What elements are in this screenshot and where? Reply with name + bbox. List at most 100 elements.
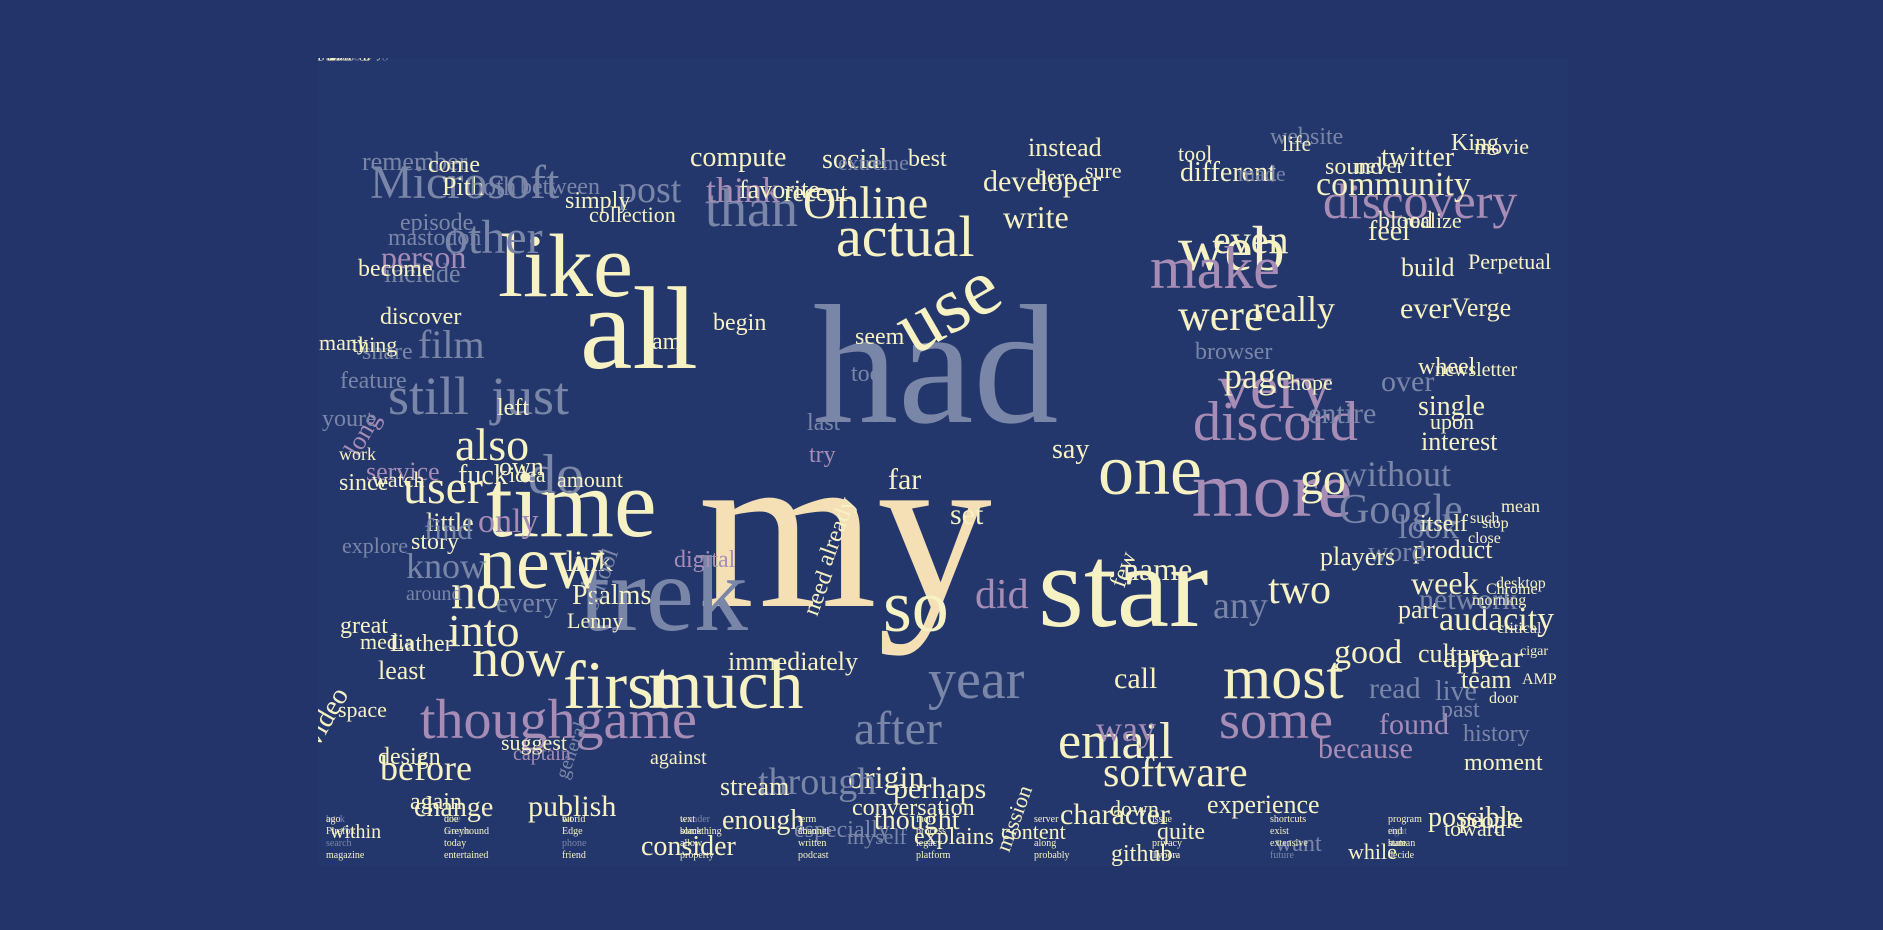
cloud-word: significant — [318, 58, 369, 61]
cloud-word: now — [472, 628, 565, 688]
cloud-word: theme — [318, 58, 347, 61]
cloud-word: bit — [562, 814, 573, 825]
cloud-word: perhaps — [893, 772, 986, 805]
cloud-word: critical — [1497, 620, 1542, 637]
cloud-word: no — [451, 563, 501, 619]
cloud-word: did — [975, 572, 1029, 618]
cloud-word: name — [1123, 551, 1192, 587]
cloud-word: legacy — [916, 838, 942, 849]
cloud-word: technology — [318, 58, 371, 61]
cloud-word: page — [1224, 356, 1292, 396]
cloud-word: imagine — [318, 58, 357, 61]
cloud-word: longer — [318, 58, 349, 61]
cloud-word: foundry — [318, 58, 356, 61]
cloud-word: engine — [318, 58, 350, 61]
cloud-word: Dilemma — [318, 58, 363, 61]
cloud-word: American — [318, 58, 365, 61]
cloud-word: Lenny — [567, 608, 623, 633]
cloud-word: access — [318, 58, 349, 61]
cloud-word: essay — [318, 58, 344, 61]
cloud-word: early — [318, 58, 342, 61]
cloud-word: do — [528, 444, 584, 506]
cloud-word: include — [384, 259, 461, 288]
cloud-word: too — [851, 361, 882, 387]
cloud-word: github — [1111, 841, 1172, 866]
cloud-word: moment — [1464, 750, 1543, 776]
cloud-word: take — [444, 814, 461, 825]
cloud-word: collection — [589, 202, 676, 227]
cloud-word: wheel — [1418, 354, 1476, 380]
cloud-word: realize — [1403, 208, 1462, 233]
cloud-word: read — [1369, 672, 1421, 705]
cloud-word: people — [1459, 808, 1523, 834]
cloud-word: down — [1110, 796, 1159, 821]
cloud-word: said — [318, 58, 337, 61]
cloud-word: account — [318, 58, 356, 61]
cloud-word: stop — [1482, 515, 1509, 532]
cloud-word: between — [520, 174, 600, 200]
cloud-word: such — [1470, 510, 1499, 527]
cloud-word: week — [1411, 565, 1479, 601]
cloud-word: browser — [1195, 339, 1272, 365]
cloud-word: team — [1461, 665, 1512, 694]
cloud-word: developer — [983, 165, 1101, 198]
cloud-word: AboutReadingPodcast — [318, 58, 426, 61]
cloud-word: wonder — [680, 814, 711, 825]
cloud-word: very — [1218, 351, 1332, 422]
cloud-word: term — [798, 814, 817, 825]
cloud-word: myself — [847, 824, 908, 849]
cloud-word: Bandcamp — [318, 58, 369, 61]
cloud-word: reason — [444, 826, 470, 837]
cloud-word: Theodore — [318, 58, 364, 61]
cloud-word: privacy — [1152, 838, 1182, 849]
cloud-word: around — [406, 583, 462, 605]
cloud-word: back — [326, 814, 345, 825]
cloud-word: call — [1114, 662, 1157, 695]
cloud-word: remember — [362, 147, 468, 176]
cloud-word: Chromium — [318, 58, 371, 61]
cloud-word: conversation — [852, 795, 975, 821]
cloud-word: Firefox — [326, 826, 355, 837]
cloud-word: written — [798, 838, 826, 849]
cloud-word: ago — [326, 814, 340, 825]
cloud-word: cigar — [1520, 644, 1548, 659]
cloud-word: Psalms — [572, 580, 651, 611]
cloud-word: much — [648, 647, 804, 724]
cloud-word: through — [758, 761, 876, 803]
cloud-word: something — [680, 826, 722, 837]
cloud-word: write — [1003, 199, 1069, 235]
cloud-word: extreme — [838, 150, 909, 175]
cloud-word: time — [486, 450, 657, 557]
cloud-word: seem — [855, 324, 905, 350]
cloud-word: AMP — [1522, 671, 1557, 688]
cloud-word: stream — [720, 772, 789, 801]
cloud-word: sound — [1325, 154, 1382, 180]
cloud-word: Online — [803, 177, 928, 228]
cloud-word: watch — [372, 467, 425, 492]
cloud-word: left — [497, 395, 529, 421]
cloud-word: so — [883, 566, 949, 648]
cloud-word: shortcuts — [1270, 814, 1306, 825]
cloud-word: definite — [318, 58, 355, 61]
cloud-word: because — [1318, 732, 1413, 765]
cloud-word: regard — [318, 58, 349, 61]
cloud-word: close — [1468, 530, 1501, 547]
word-cloud: my had all star trek time like new much first most… — [318, 58, 1568, 866]
cloud-word: file — [318, 58, 334, 61]
cloud-word: own — [499, 452, 544, 481]
cloud-word: himself — [318, 58, 354, 61]
cloud-word: human — [1388, 838, 1415, 849]
cloud-word: enough — [722, 805, 804, 836]
cloud-word: audacity — [1439, 601, 1554, 638]
cloud-word: digital — [674, 547, 736, 573]
cloud-word: trek — [580, 535, 748, 654]
cloud-word: set — [950, 498, 984, 531]
cloud-word: just — [489, 366, 569, 426]
cloud-word: huge — [318, 58, 341, 61]
cloud-word: million — [318, 58, 353, 61]
cloud-word: manager — [318, 58, 359, 61]
cloud-word: like — [498, 217, 633, 316]
cloud-word: Garden — [318, 58, 353, 61]
cloud-word: busy — [318, 58, 341, 61]
cloud-word: force — [318, 58, 343, 61]
